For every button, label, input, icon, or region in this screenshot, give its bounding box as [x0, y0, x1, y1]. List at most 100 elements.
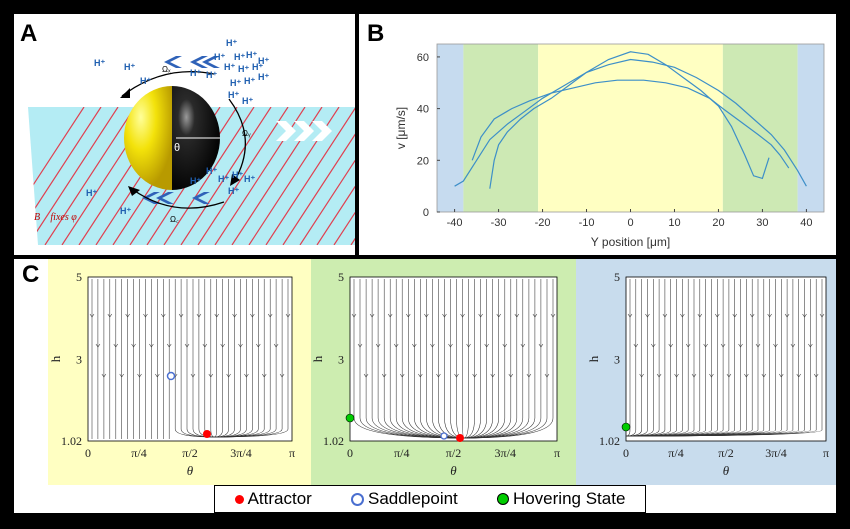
phase-portrait-1: 5 3 1.020 π/4 π/2 3π/4 π θ h	[48, 259, 311, 485]
flow-arrow-icon	[720, 343, 726, 348]
saddlepoint-marker	[166, 371, 176, 381]
y-tick-label: 60	[417, 52, 429, 64]
proton-ion: H⁺	[228, 90, 239, 100]
flow-arrow-icon	[95, 343, 101, 348]
streamline	[210, 279, 215, 438]
flow-arrow-icon	[544, 373, 550, 378]
flow-arrow-icon	[767, 313, 772, 318]
theta-tick-label: 3π/4	[495, 446, 516, 460]
flow-arrow-icon	[502, 343, 507, 348]
proton-ion: H⁺	[238, 64, 249, 74]
h-axis-label: h	[586, 355, 601, 362]
flow-arrow-icon	[715, 313, 720, 318]
h-tick-label: 3	[338, 352, 344, 366]
proton-ion: H⁺	[124, 62, 135, 72]
flow-arrow-icon	[406, 313, 411, 318]
proton-ion: H⁺	[258, 56, 269, 66]
flow-arrow-icon	[107, 313, 113, 318]
flow-arrow-icon	[190, 373, 196, 378]
flow-arrow-icon	[285, 313, 291, 318]
theta-tick-label: 3π/4	[765, 446, 786, 460]
proton-ion: H⁺	[226, 38, 237, 48]
flow-arrow-icon	[709, 373, 714, 378]
flow-arrow-icon	[749, 313, 755, 318]
theta-axis-label: θ	[723, 463, 730, 478]
flow-arrow-icon	[256, 343, 261, 348]
flow-arrow-icon	[454, 373, 459, 378]
flow-arrow-icon	[369, 313, 375, 318]
proton-ion: H⁺	[218, 174, 229, 184]
hovering-marker-icon	[496, 493, 509, 505]
proton-ion: H⁺	[120, 206, 131, 216]
flow-arrow-icon	[161, 313, 166, 318]
flow-arrow-icon	[674, 373, 679, 378]
streamline	[625, 279, 823, 437]
flow-arrow-icon	[761, 373, 767, 378]
flow-arrow-icon	[627, 313, 633, 318]
proton-ion: H⁺	[244, 174, 255, 184]
x-tick-label: 10	[668, 217, 680, 229]
flow-arrow-icon	[381, 373, 387, 378]
flow-arrow-icon	[532, 313, 538, 318]
flow-arrow-icon	[796, 373, 801, 378]
rotation-arc-right	[228, 98, 246, 183]
flow-arrow-icon	[808, 343, 813, 348]
proton-ion: H⁺	[244, 76, 255, 86]
flow-arrow-icon	[418, 373, 423, 378]
flow-arrow-icon	[267, 313, 273, 318]
phase-portrait-2: 5 3 1.020 π/4 π/2 3π/4 π θ h	[310, 259, 576, 485]
legend-hovering-label: Hovering State	[512, 489, 626, 508]
rotation-arc-bottom	[131, 188, 225, 209]
flow-arrow-icon	[790, 343, 796, 348]
flow-arrow-icon	[779, 373, 784, 378]
velocity-trace-2	[489, 51, 770, 189]
flow-arrow-icon	[478, 313, 483, 318]
panel-b-label: B	[367, 20, 385, 47]
theta-tick-label: 0	[347, 446, 353, 460]
h-tick-label: 1.02	[323, 434, 344, 448]
portrait-frame	[625, 276, 827, 442]
rotation-arc-top	[121, 71, 215, 97]
flow-arrow-icon	[238, 343, 243, 348]
b-fixes-phi-label: B⃗ fixes φ	[34, 212, 77, 223]
flow-arrow-icon	[755, 343, 761, 348]
h-tick-label: 5	[614, 270, 620, 284]
saddlepoint-marker	[440, 432, 448, 440]
flow-arrow-icon	[496, 313, 501, 318]
flow-arrow-icon	[484, 343, 489, 348]
portrait-frame	[349, 276, 558, 442]
flow-arrow-icon	[89, 313, 95, 318]
flow-arrow-icon	[430, 343, 435, 348]
flow-arrow-icon	[651, 343, 656, 348]
portrait-frame	[87, 276, 293, 442]
h-tick-label: 1.02	[61, 434, 82, 448]
velocity-chart: -40 -30 -20 -10 0 10 20 30 40 0 20 40 60 Y position […	[394, 43, 825, 249]
streamlines	[625, 279, 825, 437]
attractor-marker	[456, 434, 464, 442]
velocity-trace-3	[471, 79, 790, 169]
proton-ion: H⁺	[242, 96, 253, 106]
streamline	[463, 279, 554, 439]
flow-arrow-icon	[412, 343, 417, 348]
velocity-trace-1	[454, 58, 807, 187]
flow-arrow-icon	[436, 373, 441, 378]
flow-arrow-icon	[244, 373, 249, 378]
phase-portrait-3: 5 3 1.020 π/4 π/2 3π/4 π θ h	[576, 259, 836, 485]
flow-arrow-icon	[726, 373, 732, 378]
y-tick-label: 40	[417, 104, 429, 116]
flow-arrow-icon	[732, 313, 737, 318]
flow-arrow-icon	[137, 373, 142, 378]
proton-ion: H⁺	[206, 166, 217, 176]
flow-arrow-icon	[387, 313, 393, 318]
theta-tick-label: π/2	[446, 446, 461, 460]
legend-saddlepoint-label: Saddlepoint	[367, 489, 458, 508]
x-tick-label: 20	[712, 217, 724, 229]
proton-ion: H⁺	[258, 72, 269, 82]
flow-arrow-icon	[802, 313, 807, 318]
flow-arrow-icon	[645, 313, 650, 318]
flow-arrow-icon	[668, 343, 673, 348]
flow-arrow-icon	[202, 343, 208, 348]
theta-tick-label: π/2	[182, 446, 197, 460]
proton-ion: H⁺	[252, 62, 263, 72]
flow-arrow-icon	[490, 373, 495, 378]
